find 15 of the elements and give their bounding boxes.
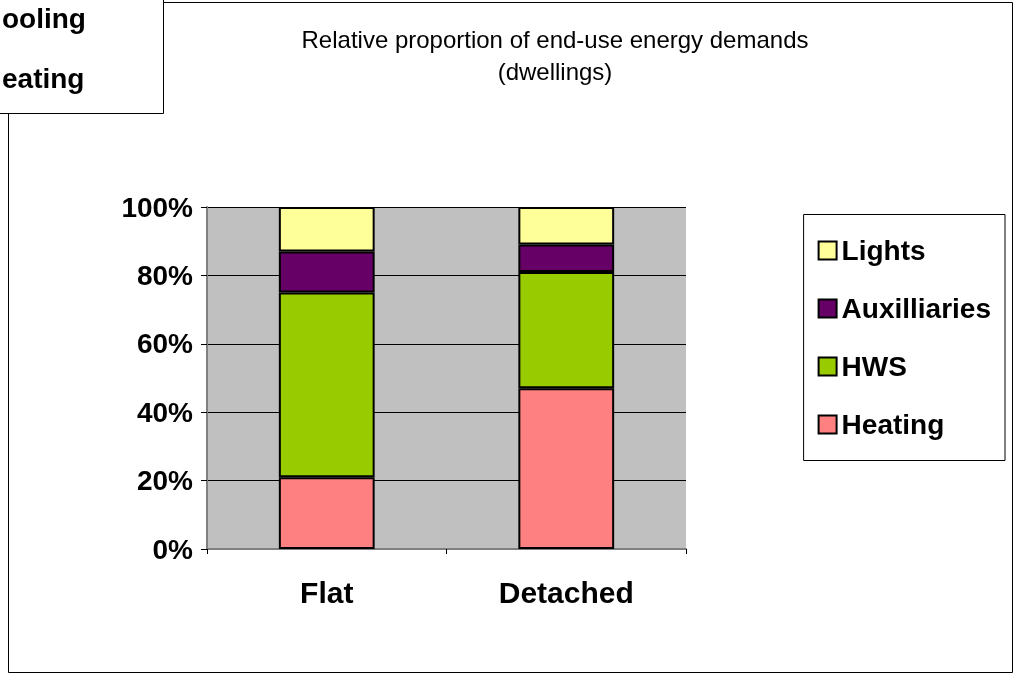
- y-tick-label: 20%: [136, 465, 194, 497]
- x-tick-label: Flat: [300, 575, 354, 609]
- x-tick-label: Detached: [498, 575, 634, 609]
- y-tick-label: 100%: [121, 191, 194, 223]
- text: ooling: [2, 2, 86, 34]
- legend-label: Lights: [841, 235, 926, 266]
- y-tick-label: 0%: [152, 533, 194, 565]
- text: eating: [2, 62, 85, 94]
- y-tick-label: 40%: [136, 396, 194, 428]
- chart-title: Relative proportion of end-use energy demands (dwellings): [301, 25, 809, 85]
- legend-label: HWS: [841, 351, 907, 382]
- y-tick-label: 60%: [136, 328, 194, 360]
- legend-label: Heating: [841, 409, 945, 440]
- legend-label: Auxilliaries: [841, 293, 991, 324]
- y-tick-label: 80%: [136, 259, 194, 291]
